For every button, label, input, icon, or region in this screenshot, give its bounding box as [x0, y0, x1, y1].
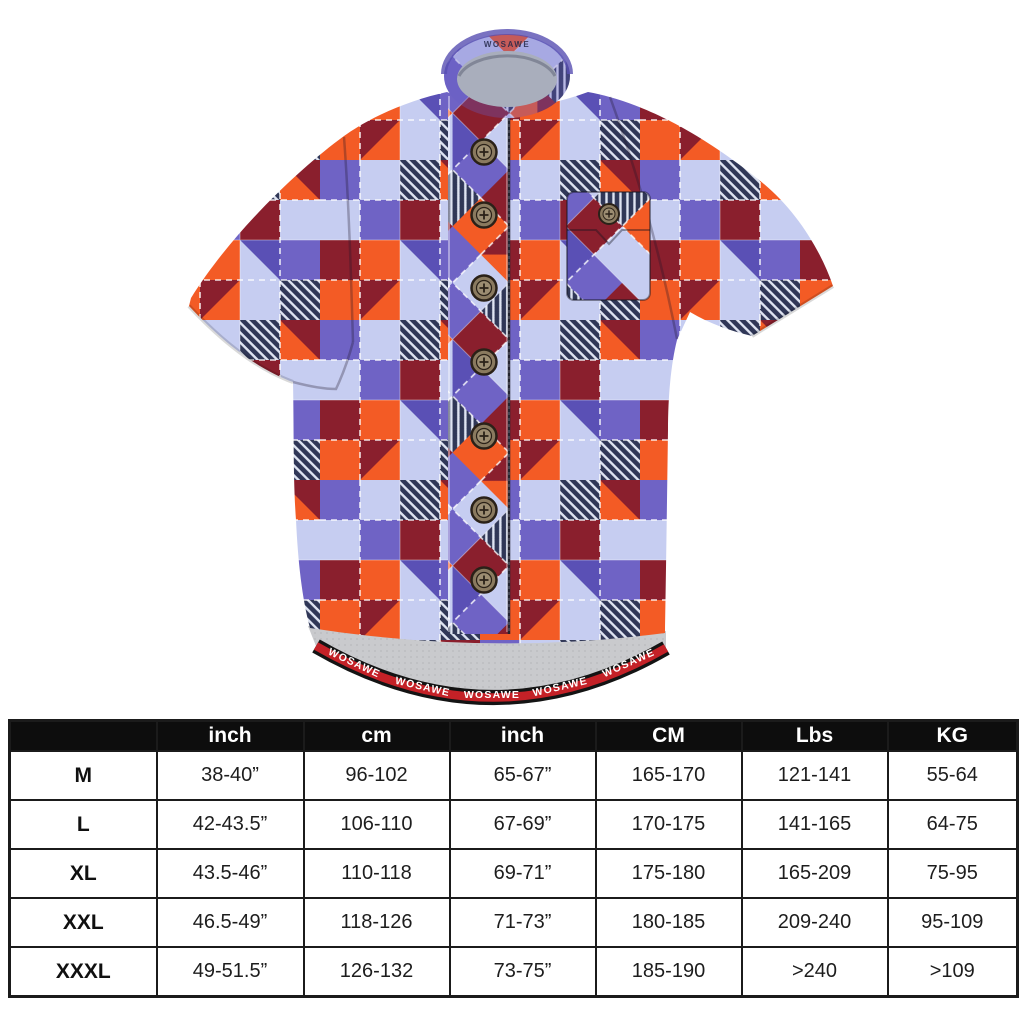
header-cell: KG — [886, 719, 1019, 752]
pocket-button — [597, 202, 621, 226]
printed-button — [470, 422, 498, 450]
placket-buttons — [470, 138, 498, 594]
value-cell: 185-190 — [594, 946, 743, 998]
value-cell: 38-40” — [155, 750, 305, 801]
printed-button — [470, 274, 498, 302]
value-cell: 126-132 — [302, 946, 451, 998]
printed-button — [470, 138, 498, 166]
table-row: XXXL 49-51.5” 126-132 73-75” 185-190 >24… — [8, 946, 1019, 998]
value-cell: 43.5-46” — [155, 848, 305, 899]
value-cell: 69-71” — [448, 848, 597, 899]
header-cell: inch — [155, 719, 305, 752]
header-cell: CM — [594, 719, 743, 752]
table-row: M 38-40” 96-102 65-67” 165-170 121-141 5… — [8, 750, 1019, 801]
printed-button — [470, 348, 498, 376]
size-cell: XXL — [8, 897, 158, 948]
size-cell: XXXL — [8, 946, 158, 998]
value-cell: 42-43.5” — [155, 799, 305, 850]
value-cell: 95-109 — [886, 897, 1019, 948]
value-cell: 106-110 — [302, 799, 451, 850]
table-row: XL 43.5-46” 110-118 69-71” 175-180 165-2… — [8, 848, 1019, 899]
hem-brand-text: WOSAWE — [464, 689, 520, 701]
printed-button — [470, 566, 498, 594]
header-cell: cm — [302, 719, 451, 752]
size-cell: L — [8, 799, 158, 850]
product-photo: WOSAWE WOSAWE WOSAWE WOSAWE WOSAWE WOSAW… — [187, 29, 835, 705]
value-cell: 121-141 — [740, 750, 889, 801]
table-row: L 42-43.5” 106-110 67-69” 170-175 141-16… — [8, 799, 1019, 850]
jersey-illustration: WOSAWE WOSAWE WOSAWE WOSAWE WOSAWE WOSAW… — [187, 29, 835, 705]
value-cell: 71-73” — [448, 897, 597, 948]
table-row: XXL 46.5-49” 118-126 71-73” 180-185 209-… — [8, 897, 1019, 948]
value-cell: 209-240 — [740, 897, 889, 948]
collar-inner-lining — [457, 51, 557, 107]
value-cell: 165-170 — [594, 750, 743, 801]
value-cell: 165-209 — [740, 848, 889, 899]
size-cell: XL — [8, 848, 158, 899]
value-cell: 110-118 — [302, 848, 451, 899]
jersey-body — [189, 92, 833, 644]
value-cell: 175-180 — [594, 848, 743, 899]
header-cell — [8, 719, 158, 752]
value-cell: 180-185 — [594, 897, 743, 948]
size-cell: M — [8, 750, 158, 801]
value-cell: >240 — [740, 946, 889, 998]
chest-pocket — [566, 191, 651, 301]
value-cell: 46.5-49” — [155, 897, 305, 948]
value-cell: 141-165 — [740, 799, 889, 850]
collar-brand-text: WOSAWE — [484, 40, 530, 49]
printed-button — [470, 496, 498, 524]
value-cell: 67-69” — [448, 799, 597, 850]
header-cell: Lbs — [740, 719, 889, 752]
value-cell: 170-175 — [594, 799, 743, 850]
value-cell: 118-126 — [302, 897, 451, 948]
value-cell: 73-75” — [448, 946, 597, 998]
size-chart-table: inch cm inch CM Lbs KG M 38-40” 96-102 6… — [8, 719, 1019, 998]
cuff-shadows — [187, 284, 835, 384]
value-cell: 96-102 — [302, 750, 451, 801]
value-cell: 75-95 — [886, 848, 1019, 899]
value-cell: 65-67” — [448, 750, 597, 801]
printed-button — [470, 201, 498, 229]
header-cell: inch — [448, 719, 597, 752]
header-row: inch cm inch CM Lbs KG — [8, 719, 1019, 752]
value-cell: 55-64 — [886, 750, 1019, 801]
value-cell: 64-75 — [886, 799, 1019, 850]
value-cell: 49-51.5” — [155, 946, 305, 998]
value-cell: >109 — [886, 946, 1019, 998]
collar: WOSAWE — [441, 29, 573, 118]
jersey: WOSAWE WOSAWE WOSAWE WOSAWE WOSAWE WOSAW… — [187, 29, 835, 705]
